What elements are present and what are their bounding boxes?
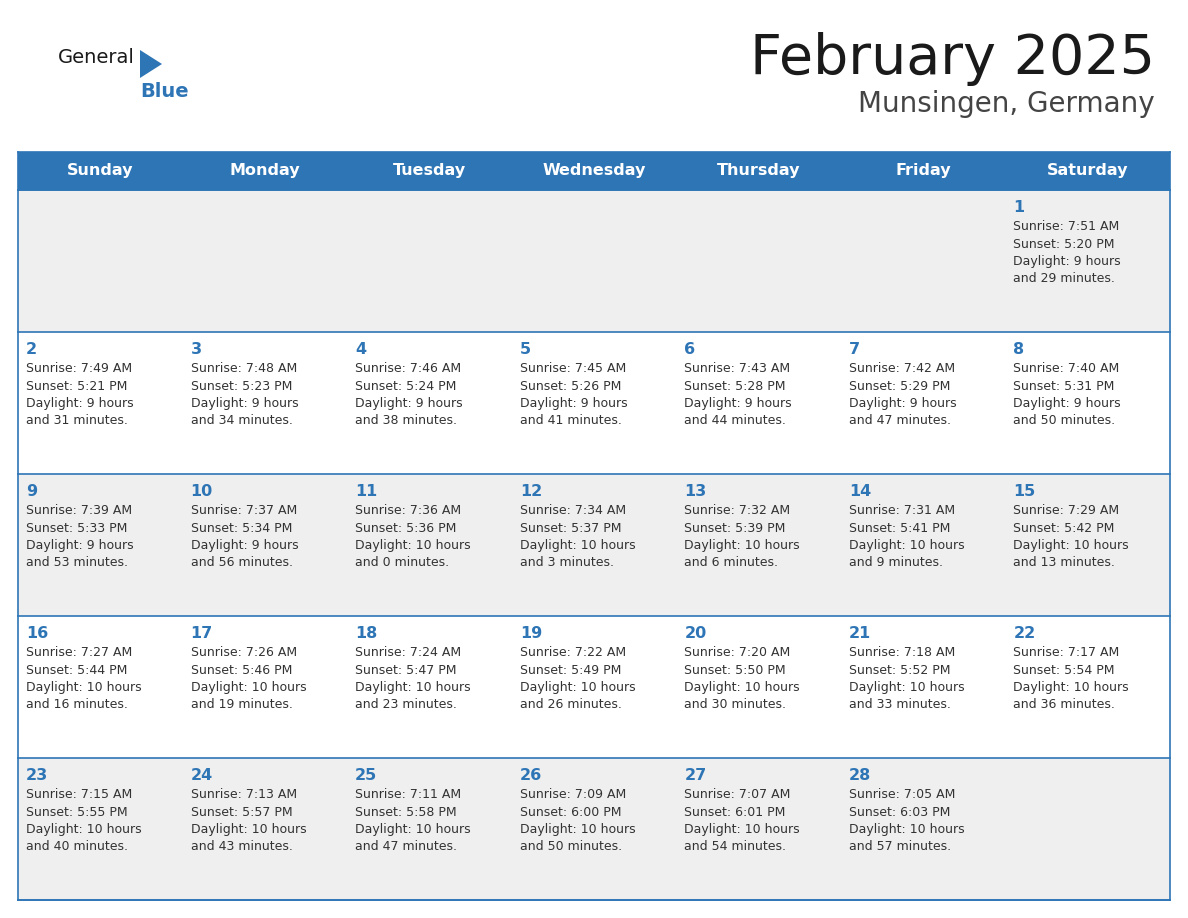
- Text: February 2025: February 2025: [750, 32, 1155, 86]
- Bar: [841, 152, 1005, 190]
- Text: Sunrise: 7:27 AM
Sunset: 5:44 PM
Daylight: 10 hours
and 16 minutes.: Sunrise: 7:27 AM Sunset: 5:44 PM Dayligh…: [26, 646, 141, 711]
- Bar: [183, 152, 347, 190]
- Bar: [1005, 152, 1170, 190]
- Text: Sunrise: 7:31 AM
Sunset: 5:41 PM
Daylight: 10 hours
and 9 minutes.: Sunrise: 7:31 AM Sunset: 5:41 PM Dayligh…: [849, 504, 965, 569]
- Text: 7: 7: [849, 342, 860, 357]
- Bar: [18, 474, 1170, 616]
- Text: 24: 24: [190, 768, 213, 783]
- Text: 17: 17: [190, 626, 213, 641]
- Text: Monday: Monday: [229, 163, 301, 178]
- Text: Sunrise: 7:36 AM
Sunset: 5:36 PM
Daylight: 10 hours
and 0 minutes.: Sunrise: 7:36 AM Sunset: 5:36 PM Dayligh…: [355, 504, 470, 569]
- Text: 6: 6: [684, 342, 695, 357]
- Bar: [18, 332, 1170, 474]
- Text: 11: 11: [355, 484, 378, 499]
- Text: Sunrise: 7:17 AM
Sunset: 5:54 PM
Daylight: 10 hours
and 36 minutes.: Sunrise: 7:17 AM Sunset: 5:54 PM Dayligh…: [1013, 646, 1129, 711]
- Text: 10: 10: [190, 484, 213, 499]
- Text: 12: 12: [519, 484, 542, 499]
- Text: Sunrise: 7:37 AM
Sunset: 5:34 PM
Daylight: 9 hours
and 56 minutes.: Sunrise: 7:37 AM Sunset: 5:34 PM Dayligh…: [190, 504, 298, 569]
- Polygon shape: [140, 50, 162, 78]
- Text: Sunrise: 7:07 AM
Sunset: 6:01 PM
Daylight: 10 hours
and 54 minutes.: Sunrise: 7:07 AM Sunset: 6:01 PM Dayligh…: [684, 788, 800, 854]
- Text: Sunrise: 7:46 AM
Sunset: 5:24 PM
Daylight: 9 hours
and 38 minutes.: Sunrise: 7:46 AM Sunset: 5:24 PM Dayligh…: [355, 362, 463, 428]
- Text: 20: 20: [684, 626, 707, 641]
- Text: Sunrise: 7:40 AM
Sunset: 5:31 PM
Daylight: 9 hours
and 50 minutes.: Sunrise: 7:40 AM Sunset: 5:31 PM Dayligh…: [1013, 362, 1121, 428]
- Text: Sunrise: 7:48 AM
Sunset: 5:23 PM
Daylight: 9 hours
and 34 minutes.: Sunrise: 7:48 AM Sunset: 5:23 PM Dayligh…: [190, 362, 298, 428]
- Text: Sunrise: 7:09 AM
Sunset: 6:00 PM
Daylight: 10 hours
and 50 minutes.: Sunrise: 7:09 AM Sunset: 6:00 PM Dayligh…: [519, 788, 636, 854]
- Text: Sunrise: 7:43 AM
Sunset: 5:28 PM
Daylight: 9 hours
and 44 minutes.: Sunrise: 7:43 AM Sunset: 5:28 PM Dayligh…: [684, 362, 792, 428]
- Text: Sunrise: 7:15 AM
Sunset: 5:55 PM
Daylight: 10 hours
and 40 minutes.: Sunrise: 7:15 AM Sunset: 5:55 PM Dayligh…: [26, 788, 141, 854]
- Text: Sunrise: 7:24 AM
Sunset: 5:47 PM
Daylight: 10 hours
and 23 minutes.: Sunrise: 7:24 AM Sunset: 5:47 PM Dayligh…: [355, 646, 470, 711]
- Text: 14: 14: [849, 484, 871, 499]
- Text: 18: 18: [355, 626, 378, 641]
- Text: Sunrise: 7:20 AM
Sunset: 5:50 PM
Daylight: 10 hours
and 30 minutes.: Sunrise: 7:20 AM Sunset: 5:50 PM Dayligh…: [684, 646, 800, 711]
- Text: Sunrise: 7:05 AM
Sunset: 6:03 PM
Daylight: 10 hours
and 57 minutes.: Sunrise: 7:05 AM Sunset: 6:03 PM Dayligh…: [849, 788, 965, 854]
- Bar: [18, 758, 1170, 900]
- Text: Thursday: Thursday: [716, 163, 801, 178]
- Bar: [18, 152, 183, 190]
- Text: 3: 3: [190, 342, 202, 357]
- Text: 1: 1: [1013, 200, 1024, 215]
- Bar: [18, 616, 1170, 758]
- Text: 16: 16: [26, 626, 49, 641]
- Bar: [676, 152, 841, 190]
- Text: 25: 25: [355, 768, 378, 783]
- Text: 13: 13: [684, 484, 707, 499]
- Text: 28: 28: [849, 768, 871, 783]
- Text: Saturday: Saturday: [1047, 163, 1129, 178]
- Text: 2: 2: [26, 342, 37, 357]
- Text: 21: 21: [849, 626, 871, 641]
- Text: Tuesday: Tuesday: [393, 163, 466, 178]
- Text: Sunrise: 7:13 AM
Sunset: 5:57 PM
Daylight: 10 hours
and 43 minutes.: Sunrise: 7:13 AM Sunset: 5:57 PM Dayligh…: [190, 788, 307, 854]
- Text: Blue: Blue: [140, 82, 189, 101]
- Text: Sunrise: 7:29 AM
Sunset: 5:42 PM
Daylight: 10 hours
and 13 minutes.: Sunrise: 7:29 AM Sunset: 5:42 PM Dayligh…: [1013, 504, 1129, 569]
- Bar: [512, 152, 676, 190]
- Text: 9: 9: [26, 484, 37, 499]
- Text: Sunrise: 7:26 AM
Sunset: 5:46 PM
Daylight: 10 hours
and 19 minutes.: Sunrise: 7:26 AM Sunset: 5:46 PM Dayligh…: [190, 646, 307, 711]
- Text: 5: 5: [519, 342, 531, 357]
- Text: Munsingen, Germany: Munsingen, Germany: [859, 90, 1155, 118]
- Text: 15: 15: [1013, 484, 1036, 499]
- Text: Friday: Friday: [896, 163, 950, 178]
- Text: Sunrise: 7:45 AM
Sunset: 5:26 PM
Daylight: 9 hours
and 41 minutes.: Sunrise: 7:45 AM Sunset: 5:26 PM Dayligh…: [519, 362, 627, 428]
- Text: 26: 26: [519, 768, 542, 783]
- Bar: [347, 152, 512, 190]
- Text: 27: 27: [684, 768, 707, 783]
- Text: Sunrise: 7:34 AM
Sunset: 5:37 PM
Daylight: 10 hours
and 3 minutes.: Sunrise: 7:34 AM Sunset: 5:37 PM Dayligh…: [519, 504, 636, 569]
- Text: Sunrise: 7:42 AM
Sunset: 5:29 PM
Daylight: 9 hours
and 47 minutes.: Sunrise: 7:42 AM Sunset: 5:29 PM Dayligh…: [849, 362, 956, 428]
- Text: 19: 19: [519, 626, 542, 641]
- Text: Sunday: Sunday: [67, 163, 133, 178]
- Text: Sunrise: 7:49 AM
Sunset: 5:21 PM
Daylight: 9 hours
and 31 minutes.: Sunrise: 7:49 AM Sunset: 5:21 PM Dayligh…: [26, 362, 133, 428]
- Text: Sunrise: 7:11 AM
Sunset: 5:58 PM
Daylight: 10 hours
and 47 minutes.: Sunrise: 7:11 AM Sunset: 5:58 PM Dayligh…: [355, 788, 470, 854]
- Text: General: General: [58, 48, 135, 67]
- Text: 22: 22: [1013, 626, 1036, 641]
- Text: 8: 8: [1013, 342, 1024, 357]
- Text: 4: 4: [355, 342, 366, 357]
- Bar: [18, 190, 1170, 332]
- Text: Wednesday: Wednesday: [542, 163, 646, 178]
- Text: Sunrise: 7:22 AM
Sunset: 5:49 PM
Daylight: 10 hours
and 26 minutes.: Sunrise: 7:22 AM Sunset: 5:49 PM Dayligh…: [519, 646, 636, 711]
- Text: Sunrise: 7:18 AM
Sunset: 5:52 PM
Daylight: 10 hours
and 33 minutes.: Sunrise: 7:18 AM Sunset: 5:52 PM Dayligh…: [849, 646, 965, 711]
- Text: 23: 23: [26, 768, 49, 783]
- Text: Sunrise: 7:39 AM
Sunset: 5:33 PM
Daylight: 9 hours
and 53 minutes.: Sunrise: 7:39 AM Sunset: 5:33 PM Dayligh…: [26, 504, 133, 569]
- Text: Sunrise: 7:51 AM
Sunset: 5:20 PM
Daylight: 9 hours
and 29 minutes.: Sunrise: 7:51 AM Sunset: 5:20 PM Dayligh…: [1013, 220, 1121, 285]
- Text: Sunrise: 7:32 AM
Sunset: 5:39 PM
Daylight: 10 hours
and 6 minutes.: Sunrise: 7:32 AM Sunset: 5:39 PM Dayligh…: [684, 504, 800, 569]
